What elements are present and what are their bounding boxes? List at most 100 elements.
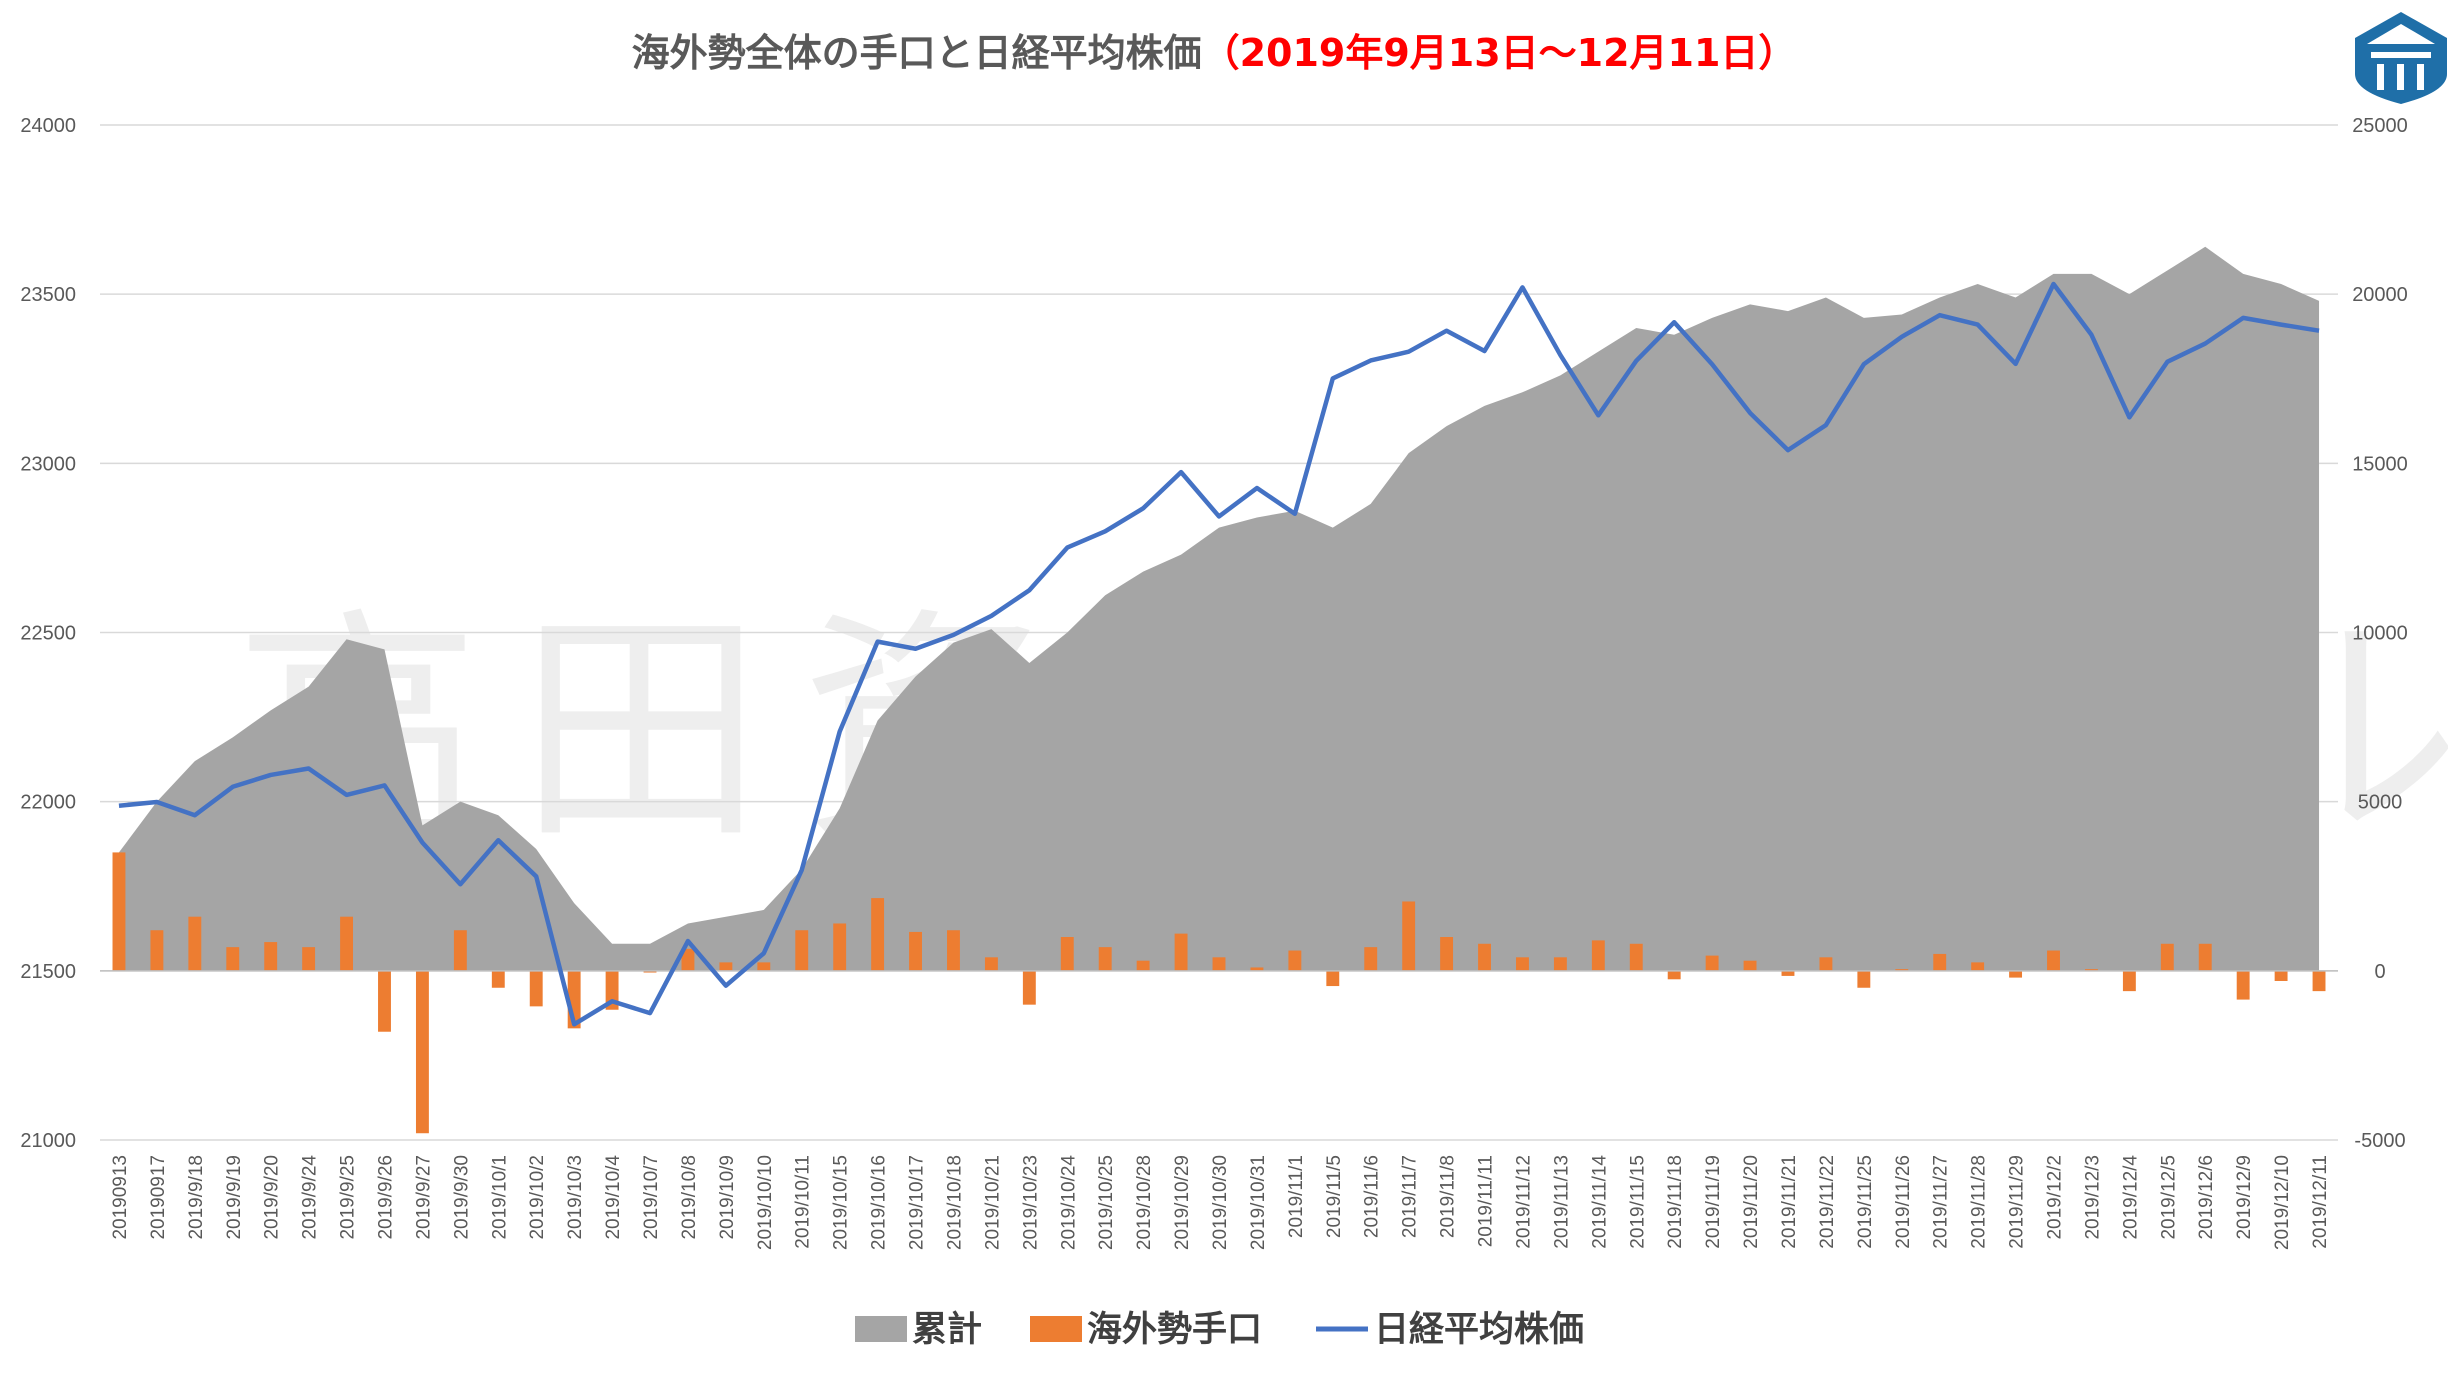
x-tick-label: 20190913 [110, 1155, 131, 1240]
legend-label-foreign-trades: 海外勢手口 [1087, 1310, 1262, 1350]
x-tick-label: 2019/11/28 [1969, 1155, 1990, 1249]
bar-foreign-trades [719, 962, 733, 971]
right-tick-label: 10000 [2352, 623, 2408, 645]
bar-foreign-trades [2160, 943, 2174, 971]
x-tick-label: 2019/9/24 [300, 1155, 321, 1240]
logo-icon [2355, 12, 2447, 104]
x-tick-label: 2019/11/21 [1779, 1155, 1800, 1249]
x-tick-label: 2019/12/2 [2045, 1155, 2066, 1240]
bar-foreign-trades [1895, 969, 1909, 971]
x-tick-label: 2019/11/14 [1589, 1155, 1610, 1249]
x-tick-label: 2019/10/18 [944, 1155, 965, 1250]
left-tick-label: 21500 [20, 961, 76, 983]
legend-swatch-foreign-trades [1030, 1316, 1082, 1342]
x-tick-label: 2019/11/25 [1855, 1155, 1876, 1249]
bar-foreign-trades [1022, 970, 1036, 1005]
x-tick-label: 2019/10/8 [679, 1155, 700, 1240]
chart-title-sub: （2019年9月13日〜12月11日） [1202, 31, 1797, 75]
bar-foreign-trades [1478, 943, 1491, 971]
x-axis: 20190913 20190917 2019/9/18 2019/9/19 2019/9… [110, 1155, 2331, 1251]
x-tick-label: 2019/10/23 [1020, 1155, 1041, 1250]
right-tick-label: 0 [2374, 961, 2385, 983]
x-tick-label: 20190917 [148, 1155, 169, 1240]
left-tick-label: 22000 [20, 792, 76, 814]
bar-foreign-trades [1212, 957, 1226, 971]
bar-foreign-trades [112, 852, 126, 971]
x-tick-label: 2019/9/18 [186, 1155, 207, 1240]
x-tick-label: 2019/10/15 [831, 1155, 852, 1250]
x-tick-label: 2019/10/30 [1210, 1155, 1231, 1250]
bar-foreign-trades [2084, 969, 2098, 971]
x-tick-label: 2019/9/27 [413, 1155, 434, 1240]
bar-foreign-trades [1629, 943, 1643, 971]
left-tick-label: 21000 [20, 1130, 76, 1152]
x-tick-label: 2019/11/6 [1362, 1155, 1383, 1238]
x-tick-label: 2019/11/1 [1286, 1155, 1307, 1238]
x-tick-label: 2019/11/11 [1476, 1155, 1497, 1247]
x-tick-label: 2019/11/15 [1627, 1155, 1648, 1249]
x-tick-label: 2019/9/26 [375, 1155, 396, 1240]
left-axis: 21000 21500 22000 22500 23000 23500 24000 [20, 115, 76, 1152]
chart-title-main: 海外勢全体の手口と日経平均株価 [632, 31, 1202, 75]
bar-foreign-trades [795, 930, 809, 971]
x-tick-label: 2019/10/25 [1096, 1155, 1117, 1250]
x-tick-label: 2019/10/17 [907, 1155, 928, 1250]
bar-foreign-trades [491, 970, 505, 988]
x-tick-label: 2019/11/29 [2007, 1155, 2028, 1249]
x-tick-label: 2019/10/10 [755, 1155, 776, 1250]
bar-foreign-trades [681, 948, 695, 971]
bar-foreign-trades [1326, 970, 1340, 987]
x-tick-label: 2019/11/8 [1438, 1155, 1459, 1238]
bar-foreign-trades [453, 930, 467, 971]
bar-foreign-trades [1098, 947, 1112, 971]
left-tick-label: 23500 [20, 284, 76, 306]
bar-foreign-trades [1857, 970, 1871, 988]
bar-foreign-trades [947, 930, 960, 971]
bar-foreign-trades [1402, 901, 1416, 971]
x-tick-label: 2019/12/11 [2310, 1155, 2331, 1249]
bar-foreign-trades [302, 947, 316, 971]
bar-foreign-trades [1288, 950, 1302, 971]
left-tick-label: 23000 [20, 453, 76, 475]
bar-foreign-trades [2274, 970, 2288, 981]
left-tick-label: 22500 [20, 623, 76, 645]
right-tick-label: 15000 [2352, 453, 2408, 475]
x-tick-label: 2019/11/7 [1400, 1155, 1421, 1238]
bar-foreign-trades [1174, 933, 1188, 971]
x-tick-label: 2019/10/11 [793, 1155, 814, 1249]
x-tick-label: 2019/12/9 [2234, 1155, 2255, 1240]
bar-foreign-trades [1743, 960, 1757, 971]
bar-foreign-trades [1591, 940, 1605, 971]
x-tick-label: 2019/10/2 [527, 1155, 548, 1240]
x-tick-label: 2019/11/26 [1893, 1155, 1914, 1249]
bar-foreign-trades [1060, 937, 1074, 971]
x-tick-label: 2019/10/24 [1058, 1155, 1079, 1251]
bar-foreign-trades [2236, 970, 2250, 1000]
bar-foreign-trades [378, 970, 391, 1032]
bar-foreign-trades [264, 942, 278, 971]
x-tick-label: 2019/11/12 [1513, 1155, 1534, 1249]
bar-foreign-trades [2047, 950, 2060, 971]
right-tick-label: 20000 [2352, 284, 2408, 306]
bar-foreign-trades [1364, 947, 1378, 971]
x-tick-label: 2019/10/7 [641, 1155, 662, 1240]
x-tick-label: 2019/12/3 [2082, 1155, 2103, 1240]
bar-foreign-trades [2009, 970, 2023, 978]
bar-foreign-trades [1971, 962, 1985, 971]
bar-foreign-trades [1516, 957, 1529, 971]
bar-foreign-trades [150, 930, 164, 971]
bar-foreign-trades [226, 947, 240, 971]
bar-foreign-trades [2198, 943, 2212, 971]
bar-foreign-trades [1250, 967, 1264, 971]
x-tick-label: 2019/11/5 [1324, 1155, 1345, 1238]
bar-foreign-trades [1705, 955, 1719, 971]
line-series [118, 281, 2320, 1027]
x-tick-label: 2019/10/31 [1248, 1155, 1269, 1250]
bar-foreign-trades [909, 931, 922, 971]
x-tick-label: 2019/10/9 [717, 1155, 738, 1240]
area-series [118, 246, 2320, 971]
legend-label-nikkei: 日経平均株価 [1374, 1310, 1584, 1350]
x-tick-label: 2019/11/18 [1665, 1155, 1686, 1249]
bar-foreign-trades [1933, 953, 1947, 971]
x-tick-label: 2019/10/29 [1172, 1155, 1193, 1250]
